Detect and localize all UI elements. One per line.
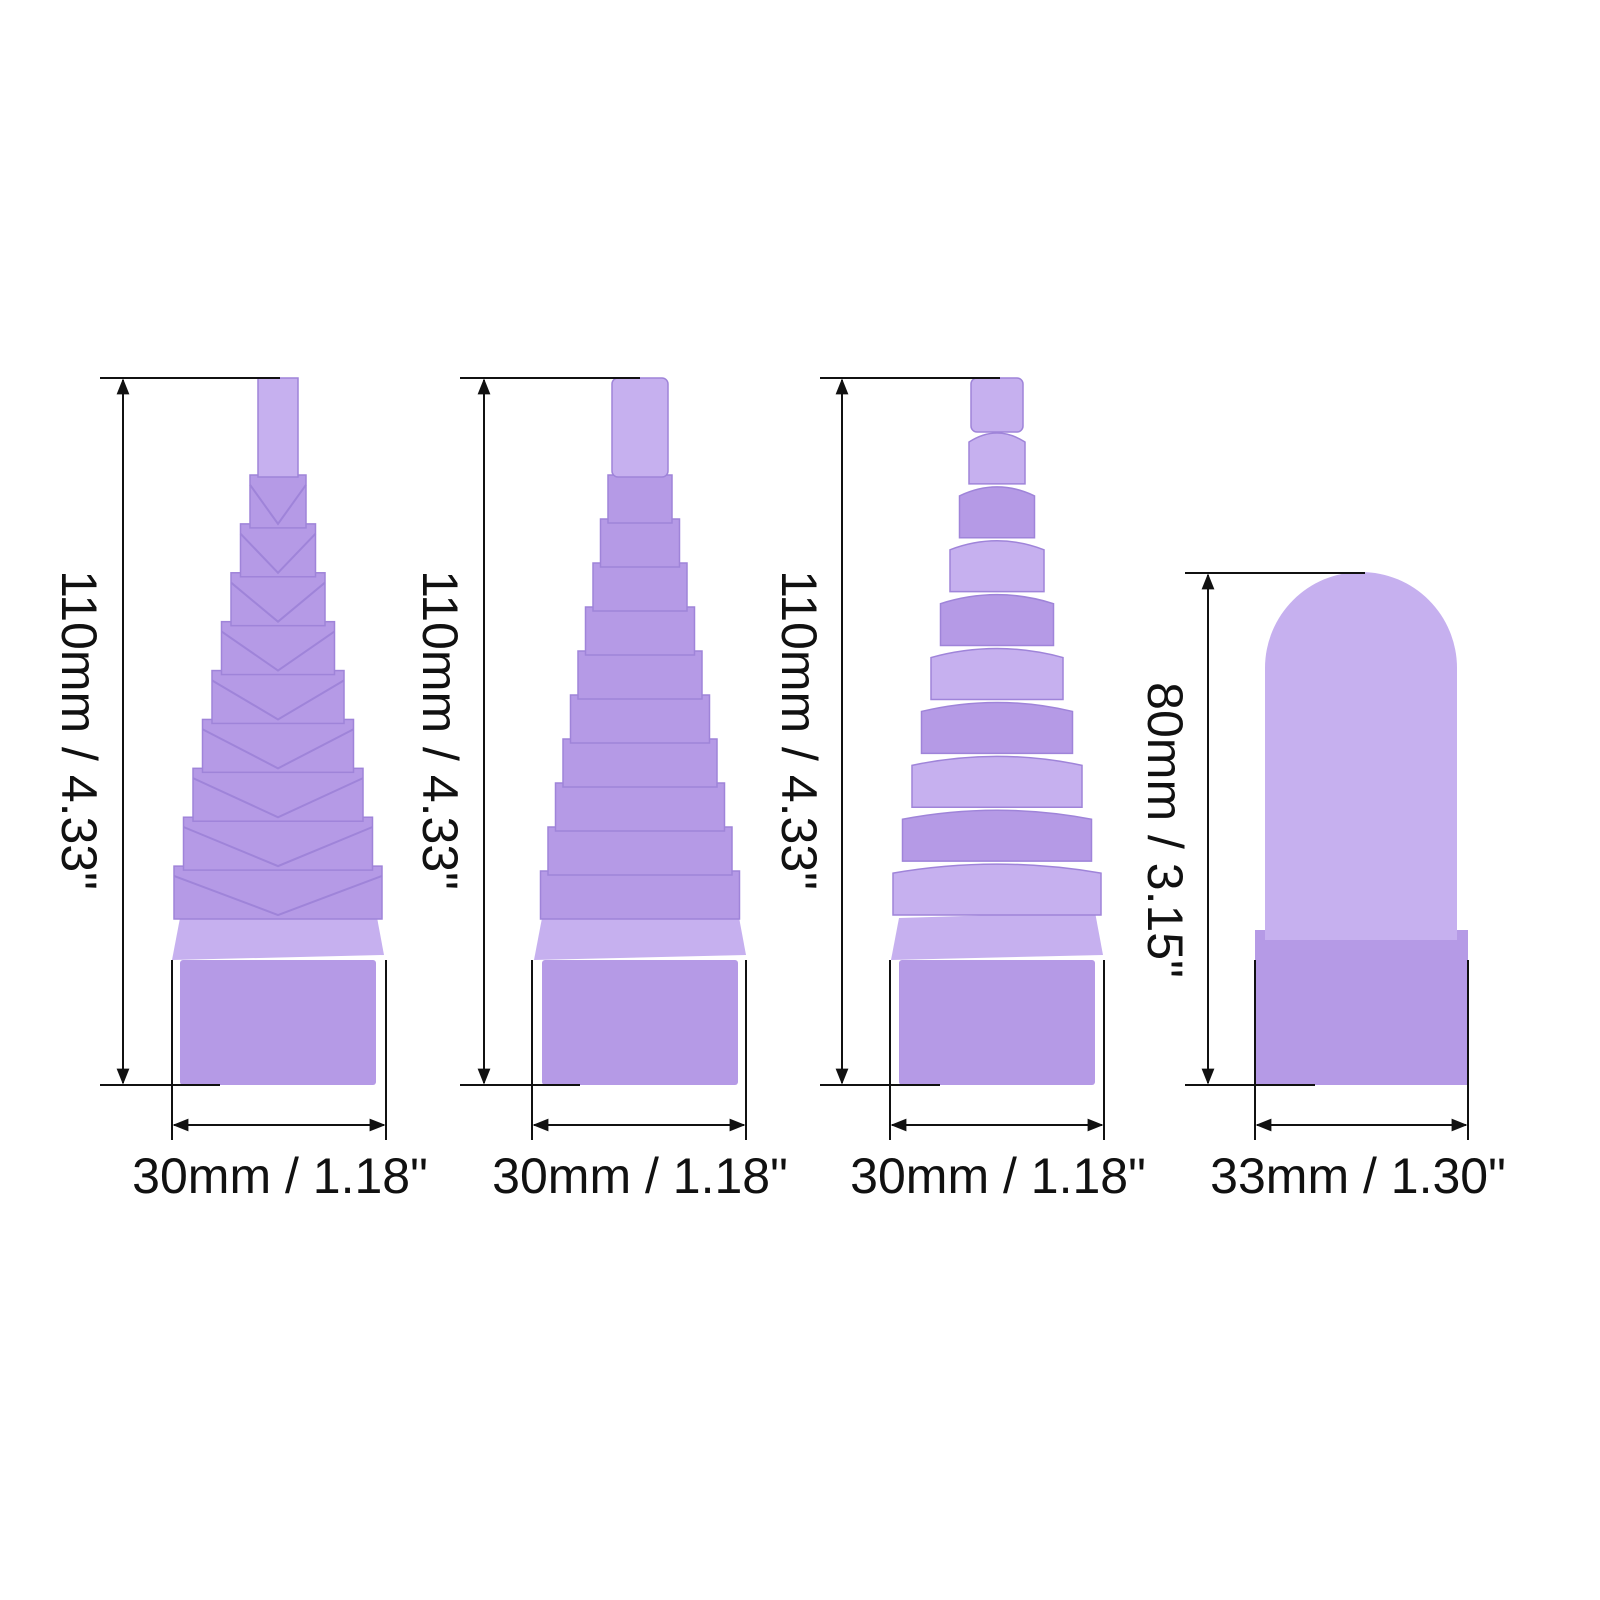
tower-step <box>539 870 741 920</box>
tower-step-edge <box>230 581 326 623</box>
base-flange <box>891 912 1103 960</box>
tower-step <box>968 432 1026 485</box>
height-label-1: 110mm / 4.33" <box>51 570 107 890</box>
tower-step <box>230 572 326 627</box>
base-box <box>1255 930 1468 1085</box>
tower-step <box>920 701 1074 755</box>
dome-cylinder <box>1265 572 1457 940</box>
tower-step <box>592 562 688 612</box>
tower-step <box>239 523 317 578</box>
tower-step-edge <box>173 874 383 917</box>
tower-step <box>939 593 1055 647</box>
height-label-4: 80mm / 3.15" <box>1137 682 1193 978</box>
product-1 <box>172 377 384 1085</box>
tower-step <box>182 816 374 871</box>
tower-step <box>911 755 1083 808</box>
tower-step <box>958 486 1036 539</box>
tower-step <box>562 738 718 788</box>
tower-step <box>599 518 681 568</box>
tower-step <box>901 809 1093 862</box>
tower-step-edge <box>183 826 373 868</box>
tower-step <box>249 474 307 529</box>
width-label-4: 33mm / 1.30" <box>1210 1148 1506 1204</box>
tower-step <box>547 826 733 876</box>
tower-tip <box>611 377 669 478</box>
tower-step-edge <box>211 679 345 721</box>
tower-step <box>930 647 1064 701</box>
base-flange <box>172 912 384 960</box>
product-3 <box>891 377 1103 1085</box>
width-label-1: 30mm / 1.18" <box>132 1148 428 1204</box>
tower-step <box>577 650 703 700</box>
tower-step <box>173 865 383 920</box>
product-2 <box>534 377 746 1085</box>
tower-step-edge <box>202 728 354 770</box>
tower-step-edge <box>239 532 317 575</box>
tower-step <box>201 718 355 774</box>
base-flange <box>534 912 746 960</box>
tower-step <box>554 782 726 832</box>
height-label-3: 110mm / 4.33" <box>771 570 827 890</box>
tower-step <box>192 767 364 822</box>
base-box <box>899 960 1095 1085</box>
tower-step-edge <box>192 777 364 819</box>
tower-step <box>211 669 345 725</box>
tower-step <box>892 863 1102 916</box>
tower-step <box>220 620 336 676</box>
tower-tip <box>257 377 299 478</box>
base-box <box>542 960 738 1085</box>
tower-step <box>569 694 711 744</box>
base-box <box>180 960 376 1085</box>
width-label-2: 30mm / 1.18" <box>492 1148 788 1204</box>
tower-step <box>584 606 696 656</box>
tower-tip <box>970 377 1024 433</box>
width-label-3: 30mm / 1.18" <box>850 1148 1146 1204</box>
tower-step <box>607 474 673 524</box>
tower-step-edge <box>220 630 336 672</box>
height-label-2: 110mm / 4.33" <box>412 570 468 890</box>
tower-step-edge <box>249 484 307 526</box>
product-4 <box>1255 572 1468 1085</box>
tower-step <box>949 540 1045 593</box>
